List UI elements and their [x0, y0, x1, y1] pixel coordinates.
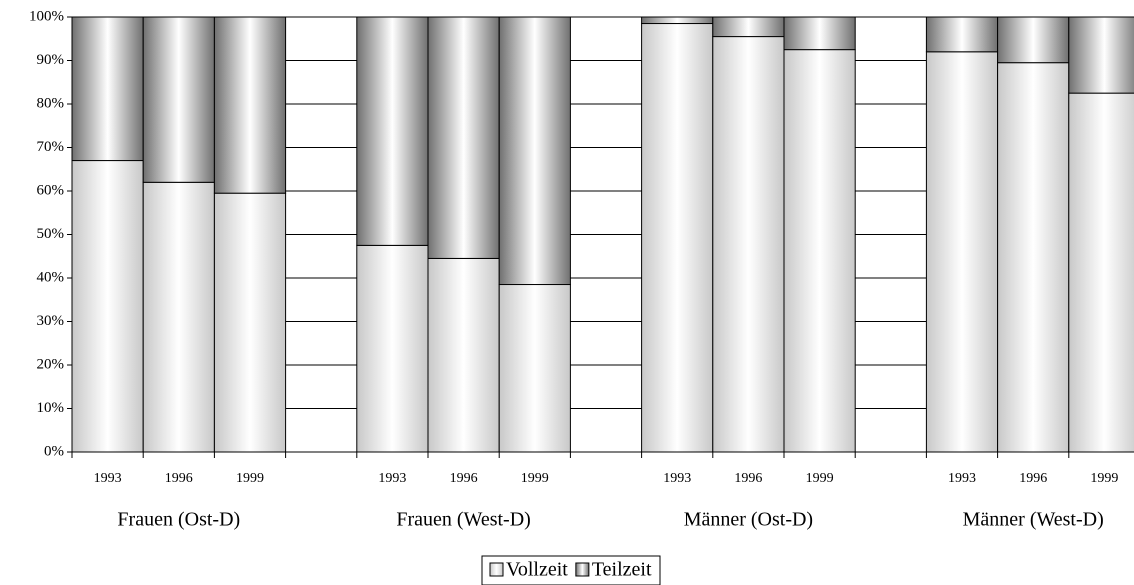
- x-tick-label: 1999: [1090, 471, 1118, 486]
- x-tick-label: 1999: [806, 471, 834, 486]
- bar-segment: [71, 16, 144, 162]
- bar-segment: [641, 23, 714, 453]
- bar-segment: [356, 244, 429, 453]
- y-tick-label: 10%: [37, 400, 65, 416]
- y-tick-label: 80%: [37, 95, 65, 111]
- x-tick-label: 1999: [236, 471, 264, 486]
- y-tick-label: 60%: [37, 182, 65, 198]
- x-tick-label: 1993: [378, 471, 406, 486]
- bar-segment: [356, 16, 429, 246]
- group-label: Frauen (West-D): [396, 509, 530, 531]
- y-tick-label: 30%: [37, 313, 65, 329]
- x-tick-label: 1996: [1019, 471, 1047, 486]
- bar-segment: [997, 16, 1070, 64]
- legend-swatch: [489, 562, 504, 577]
- group-label: Frauen (Ost-D): [117, 509, 240, 531]
- bar-segment: [427, 16, 500, 259]
- bar-segment: [498, 16, 571, 286]
- bar-segment: [213, 192, 287, 453]
- bar-segment: [783, 49, 856, 453]
- y-tick-label: 50%: [37, 226, 65, 242]
- y-tick-label: 70%: [37, 139, 65, 155]
- group-label: Männer (Ost-D): [684, 509, 813, 531]
- bar-segment: [498, 284, 571, 453]
- group-label: Männer (West-D): [963, 509, 1104, 531]
- x-tick-label: 1999: [521, 471, 549, 486]
- bar-segment: [925, 16, 999, 53]
- bar-segment: [783, 16, 856, 51]
- bar-segment: [712, 16, 785, 38]
- bar-segment: [71, 160, 144, 453]
- legend-swatch: [575, 562, 590, 577]
- x-tick-label: 1996: [165, 471, 193, 486]
- y-tick-label: 90%: [37, 52, 65, 68]
- y-tick-label: 100%: [29, 8, 64, 24]
- bar-segment: [427, 257, 500, 453]
- bar-segment: [142, 16, 215, 183]
- legend-label: Vollzeit: [506, 559, 568, 581]
- x-tick-label: 1996: [734, 471, 762, 486]
- bar-segment: [142, 181, 215, 453]
- legend-box: [481, 555, 661, 585]
- x-tick-label: 1996: [450, 471, 478, 486]
- x-tick-label: 1993: [94, 471, 122, 486]
- bar-segment: [213, 16, 287, 194]
- bar-segment: [925, 51, 999, 453]
- x-tick-label: 1993: [663, 471, 691, 486]
- y-tick-label: 40%: [37, 269, 65, 285]
- bar-segment: [1068, 16, 1134, 94]
- bar-segment: [712, 36, 785, 453]
- bar-segment: [997, 62, 1070, 453]
- y-tick-label: 0%: [44, 443, 64, 459]
- bar-segment: [1068, 92, 1134, 453]
- legend-label: Teilzeit: [592, 559, 652, 581]
- bar-segment: [641, 16, 714, 25]
- y-tick-label: 20%: [37, 356, 65, 372]
- x-tick-label: 1993: [948, 471, 976, 486]
